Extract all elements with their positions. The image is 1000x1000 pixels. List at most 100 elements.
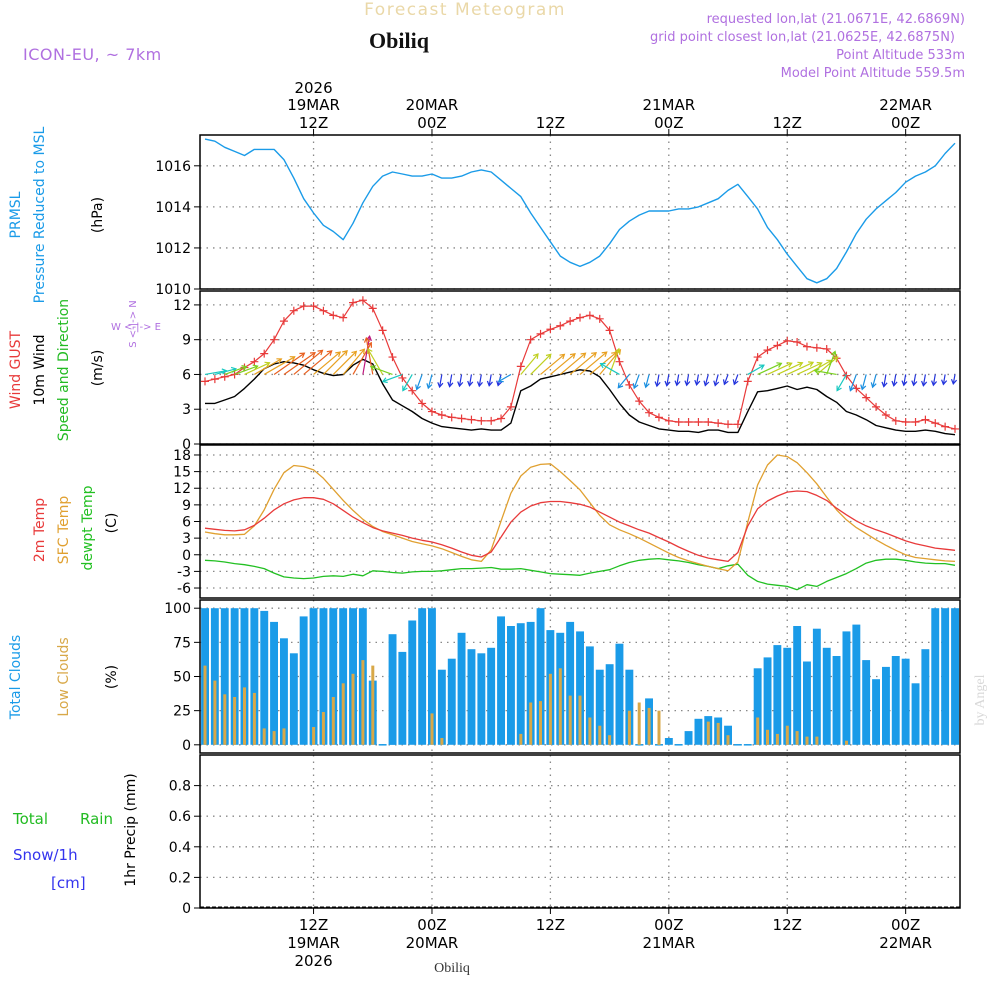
wind-arrow	[540, 353, 565, 375]
wind-arrow	[757, 362, 782, 375]
gust-marker	[576, 313, 584, 322]
bottom-date-label: 22MAR	[879, 934, 932, 952]
gust-marker	[497, 414, 506, 423]
gust-marker	[516, 362, 525, 371]
gust-marker	[250, 357, 259, 366]
total-cloud-bar	[467, 649, 476, 745]
direction-label: Speed and Direction	[56, 299, 72, 441]
wind-arrow-head	[643, 382, 650, 389]
snow-label: Snow/1h	[13, 846, 78, 864]
gust-marker	[299, 302, 308, 311]
clouds-panel	[201, 608, 959, 746]
bottom-hour-label: 00Z	[654, 916, 683, 934]
gust-marker	[743, 377, 752, 386]
wind-arrow	[263, 356, 296, 375]
total-cloud-bar	[921, 649, 930, 745]
cloud-labels: Total Clouds Low Clouds (%)	[8, 635, 120, 720]
wind-arrow-head	[684, 380, 691, 387]
gust-marker	[724, 420, 733, 429]
gust-marker	[230, 370, 239, 379]
wind-arrow	[332, 350, 357, 375]
wind-arrow-head	[276, 358, 283, 364]
gust-marker	[595, 314, 604, 323]
temp-unit: (C)	[104, 513, 120, 534]
total-cloud-bar	[566, 621, 575, 745]
wind-arrow-head	[559, 353, 566, 360]
total-cloud-bar	[418, 608, 427, 745]
low-cloud-bar	[341, 683, 345, 745]
wind-arrow	[322, 350, 348, 375]
gust-marker	[891, 416, 900, 425]
gust-marker	[802, 342, 811, 351]
wind-arrow	[342, 348, 365, 375]
y-tick-label: 6	[182, 515, 191, 531]
gust-marker	[289, 306, 298, 315]
wind-arrow	[382, 373, 403, 383]
total-cloud-bar	[684, 731, 693, 745]
total-cloud-bar	[299, 616, 308, 745]
gust-marker	[398, 373, 407, 382]
wind-arrow-head	[497, 376, 504, 383]
wind-arrow	[254, 358, 282, 375]
wind-arrow	[579, 351, 608, 375]
top-date-label: 19MAR	[287, 96, 340, 114]
y-tick-label: 9	[182, 333, 191, 349]
temperature-panel	[204, 454, 956, 591]
precip-unit: 1hr Precip (mm)	[123, 773, 139, 886]
wind-arrow	[826, 351, 836, 375]
wind-arrow-head	[813, 368, 820, 375]
low-cloud-bar	[756, 717, 760, 745]
low-cloud-bar	[657, 710, 661, 745]
wind-arrow-head	[381, 377, 388, 384]
top-date-label: 21MAR	[642, 96, 695, 114]
model-label: ICON-EU, ~ 7km	[23, 45, 162, 64]
gust-marker	[585, 311, 594, 320]
low-cloud-bar	[647, 707, 651, 745]
wind-arrow-head	[694, 379, 701, 386]
wind-arrow	[427, 374, 433, 389]
total-cloud-bar	[822, 647, 831, 745]
wind-arrow	[704, 374, 709, 386]
total-cloud-bar	[408, 620, 417, 745]
wind-arrow	[478, 374, 482, 387]
y-tick-label: 0.6	[169, 809, 191, 825]
wind-arrow-head	[776, 362, 783, 368]
wind-arrow-head	[808, 361, 815, 367]
total-cloud-bar	[812, 628, 821, 745]
clouds-unit: (%)	[104, 665, 120, 689]
wind-arrow-head	[221, 368, 228, 375]
wind-arrow-head	[533, 353, 539, 359]
y-tick-label: -6	[177, 581, 191, 597]
total-cloud-bar	[576, 631, 584, 745]
wind-arrow	[234, 365, 258, 376]
gust-marker	[605, 326, 614, 335]
low-cloud-bar	[568, 695, 572, 745]
wind-arrow-head	[848, 385, 855, 392]
y-tick-label: 0	[182, 437, 191, 453]
gust-marker	[872, 402, 881, 411]
total-cloud-bar	[457, 632, 466, 745]
total-cloud-bar	[773, 645, 782, 745]
wind-arrow-head	[654, 381, 661, 388]
low-cloud-bar	[272, 731, 276, 745]
top-hour-label: 00Z	[417, 114, 446, 132]
wind-arrow	[498, 373, 512, 383]
total-cloud-bar	[437, 669, 446, 745]
total-cloud-bar	[842, 631, 851, 745]
wind-arrow-head	[830, 350, 837, 357]
wind-arrow	[520, 353, 539, 375]
total-cloud-bar	[694, 718, 703, 745]
low-cloud-bar	[588, 717, 592, 745]
wind-arrow-head	[467, 380, 474, 387]
low-cloud-bar	[845, 740, 848, 745]
sfc-temp-line	[204, 454, 956, 572]
wind-arrow-head	[545, 353, 552, 360]
wind-arrow-head	[299, 352, 306, 359]
top-date-label: 22MAR	[879, 96, 932, 114]
gust-marker	[921, 415, 930, 424]
wind-arrow-head	[617, 382, 624, 389]
wind-speed-line	[205, 358, 956, 436]
gust-marker	[822, 344, 831, 353]
wind-arrow-head	[402, 385, 408, 392]
